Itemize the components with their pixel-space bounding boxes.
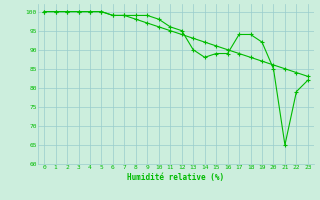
X-axis label: Humidité relative (%): Humidité relative (%) — [127, 173, 225, 182]
